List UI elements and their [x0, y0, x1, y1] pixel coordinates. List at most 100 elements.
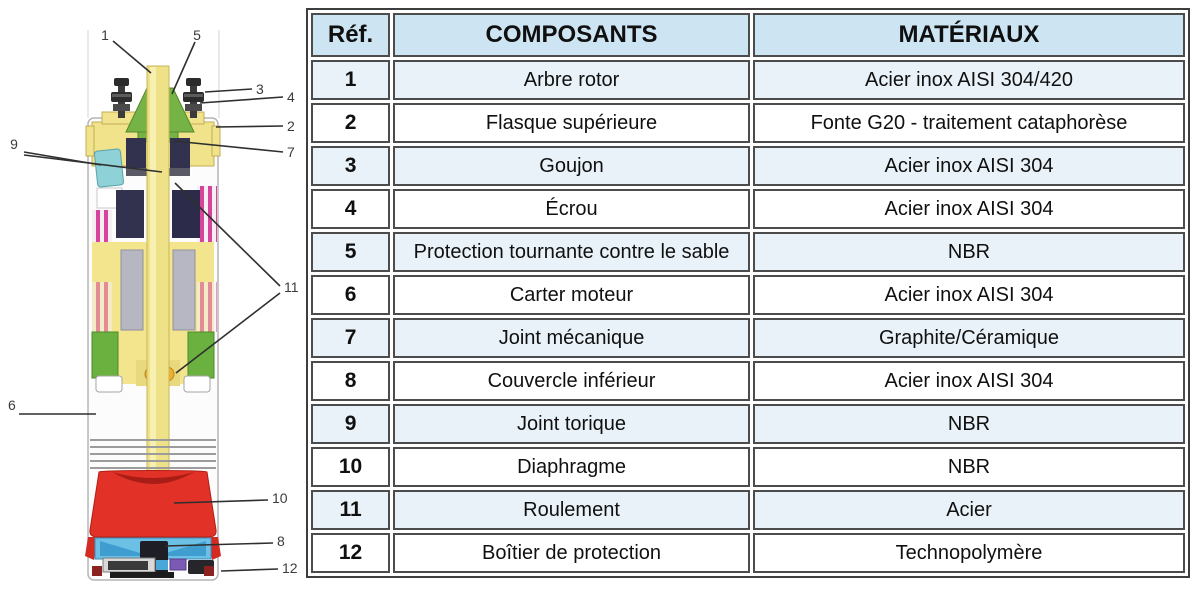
table-row: 7 Joint mécanique Graphite/Céramique	[311, 318, 1185, 358]
component-cell: Roulement	[393, 490, 750, 530]
material-cell: Acier inox AISI 304	[753, 361, 1185, 401]
callout-12-label: 12	[282, 560, 298, 576]
leader-4	[199, 96, 284, 104]
callout-4-label: 4	[287, 89, 295, 105]
table-row: 11 Roulement Acier	[311, 490, 1185, 530]
material-cell: Graphite/Céramique	[753, 318, 1185, 358]
callout-7-label: 7	[287, 144, 295, 160]
col-header-component: COMPOSANTS	[393, 13, 750, 57]
table-row: 3 Goujon Acier inox AISI 304	[311, 146, 1185, 186]
leader-8	[164, 542, 274, 547]
ref-cell: 1	[311, 60, 391, 100]
winding-lower-right	[197, 282, 217, 332]
callout-2-label: 2	[287, 118, 295, 134]
component-cell: Flasque supérieure	[393, 103, 750, 143]
component-cell: Diaphragme	[393, 447, 750, 487]
leader-1	[112, 40, 152, 74]
leader-3	[204, 88, 253, 93]
leader-7	[173, 140, 284, 153]
callout-1-label: 1	[101, 27, 109, 43]
support-green-right	[187, 331, 215, 379]
rotor-lamination-right	[172, 249, 196, 331]
leader-5	[171, 41, 196, 95]
diaphragm	[89, 470, 217, 538]
ref-cell: 4	[311, 189, 391, 229]
ref-cell: 7	[311, 318, 391, 358]
material-cell: Acier inox AISI 304/420	[753, 60, 1185, 100]
table-row: 2 Flasque supérieure Fonte G20 - traitem…	[311, 103, 1185, 143]
callout-11-label: 11	[284, 279, 299, 295]
material-cell: Acier inox AISI 304	[753, 275, 1185, 315]
table-row: 5 Protection tournante contre le sable N…	[311, 232, 1185, 272]
callout-8-label: 8	[277, 533, 285, 549]
rotor-shaft-highlight	[150, 67, 156, 471]
stud-nut-right	[183, 78, 204, 118]
winding-lower-left	[92, 282, 112, 332]
casing-clip-left	[95, 375, 123, 393]
table-row: 10 Diaphragme NBR	[311, 447, 1185, 487]
table-row: 1 Arbre rotor Acier inox AISI 304/420	[311, 60, 1185, 100]
ref-cell: 2	[311, 103, 391, 143]
ref-cell: 8	[311, 361, 391, 401]
callout-10-label: 10	[272, 490, 288, 506]
ref-cell: 10	[311, 447, 391, 487]
material-cell: NBR	[753, 447, 1185, 487]
leader-11b	[175, 292, 281, 374]
component-cell: Protection tournante contre le sable	[393, 232, 750, 272]
component-cell: Couvercle inférieur	[393, 361, 750, 401]
component-cell: Joint mécanique	[393, 318, 750, 358]
ref-cell: 6	[311, 275, 391, 315]
ref-cell: 9	[311, 404, 391, 444]
leader-10	[173, 499, 269, 504]
diaphragm-skirt-right	[209, 537, 221, 560]
casing-clip-right	[183, 375, 211, 393]
material-cell: NBR	[753, 404, 1185, 444]
material-cell: Fonte G20 - traitement cataphorèse	[753, 103, 1185, 143]
motor-cross-section-diagram: 1 5 3 4 2 7 9 11 6 10 8 12	[0, 0, 306, 598]
motor-diagram-svg: 1 5 3 4 2 7 9 11 6 10 8 12	[8, 27, 299, 581]
rotor-lamination-left	[120, 249, 144, 331]
ref-cell: 5	[311, 232, 391, 272]
o-ring-part	[93, 148, 125, 188]
col-header-material: MATÉRIAUX	[753, 13, 1185, 57]
table-row: 4 Écrou Acier inox AISI 304	[311, 189, 1185, 229]
stud-nut-left	[111, 78, 132, 118]
ref-cell: 12	[311, 533, 391, 573]
table-row: 12 Boîtier de protection Technopolymère	[311, 533, 1185, 573]
component-cell: Carter moteur	[393, 275, 750, 315]
leader-2	[215, 125, 284, 128]
leader-12	[220, 568, 279, 572]
table-row: 9 Joint torique NBR	[311, 404, 1185, 444]
diaphragm-notch	[112, 472, 194, 484]
callout-3-label: 3	[256, 81, 264, 97]
support-green-left	[91, 331, 119, 379]
table-row: 6 Carter moteur Acier inox AISI 304	[311, 275, 1185, 315]
components-table: Réf. COMPOSANTS MATÉRIAUX 1 Arbre rotor …	[306, 8, 1190, 578]
material-cell: Acier inox AISI 304	[753, 189, 1185, 229]
component-cell: Goujon	[393, 146, 750, 186]
material-cell: Acier	[753, 490, 1185, 530]
casing-ribs	[90, 439, 216, 469]
component-cell: Boîtier de protection	[393, 533, 750, 573]
material-cell: NBR	[753, 232, 1185, 272]
callout-9-label: 9	[10, 136, 18, 152]
header-row: Réf. COMPOSANTS MATÉRIAUX	[311, 13, 1185, 57]
rotor-block-right	[172, 190, 200, 238]
winding-upper-left	[92, 210, 112, 242]
components-table-wrap: Réf. COMPOSANTS MATÉRIAUX 1 Arbre rotor …	[306, 8, 1190, 578]
ref-cell: 11	[311, 490, 391, 530]
table-row: 8 Couvercle inférieur Acier inox AISI 30…	[311, 361, 1185, 401]
material-cell: Acier inox AISI 304	[753, 146, 1185, 186]
flange-ear-left	[85, 125, 95, 157]
component-cell: Arbre rotor	[393, 60, 750, 100]
callout-6-label: 6	[8, 397, 16, 413]
col-header-ref: Réf.	[311, 13, 391, 57]
protection-box	[92, 557, 214, 578]
leader-9b	[23, 154, 163, 173]
component-cell: Écrou	[393, 189, 750, 229]
mechanical-seal-right	[170, 138, 190, 168]
mechanical-seal-left	[126, 138, 146, 168]
ref-cell: 3	[311, 146, 391, 186]
flange-ear-right	[211, 125, 221, 157]
